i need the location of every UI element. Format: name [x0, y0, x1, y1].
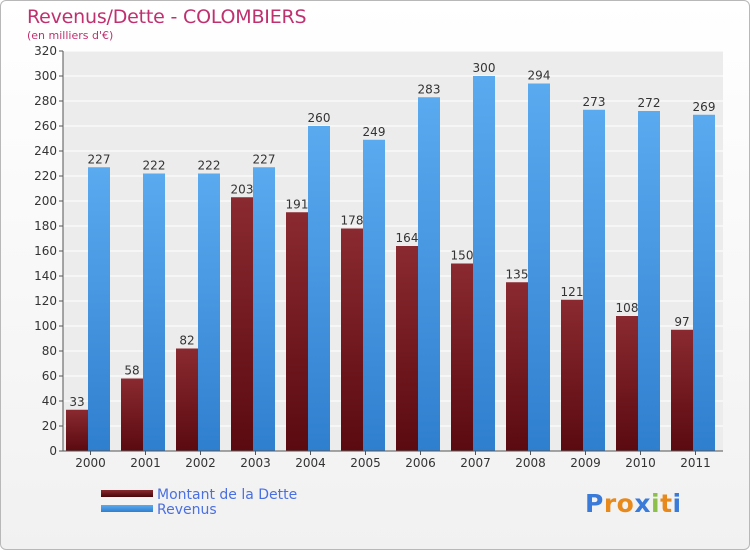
y-tick-label: 20: [42, 419, 57, 433]
bar-dette: [616, 316, 638, 451]
data-label-dette: 135: [506, 267, 529, 281]
data-label-dette: 33: [69, 395, 84, 409]
bar-dette: [176, 348, 198, 451]
data-label-revenus: 227: [253, 152, 276, 166]
bar-revenus: [638, 111, 660, 451]
bar-revenus: [198, 173, 220, 451]
x-tick-label: 2000: [75, 456, 106, 470]
data-label-dette: 108: [616, 301, 639, 315]
x-tick-label: 2001: [130, 456, 161, 470]
y-tick-label: 60: [42, 369, 57, 383]
y-tick-label: 300: [34, 69, 57, 83]
bar-dette: [561, 299, 583, 451]
y-tick-label: 160: [34, 244, 57, 258]
x-tick-label: 2011: [680, 456, 711, 470]
x-tick-label: 2007: [460, 456, 491, 470]
chart-title: Revenus/Dette - COLOMBIERS: [27, 6, 307, 28]
data-label-dette: 82: [179, 334, 194, 348]
bar-revenus: [418, 97, 440, 451]
y-tick-label: 240: [34, 144, 57, 158]
chart-subtitle: (en milliers d'€): [27, 29, 114, 42]
bar-dette: [66, 409, 88, 451]
x-tick-label: 2004: [295, 456, 326, 470]
labels-group: 0 20 40 60 80 100 120 140 160 180 200 220 240 260 280 3…: [34, 44, 715, 470]
bar-revenus: [253, 167, 275, 451]
y-tick-label: 220: [34, 169, 57, 183]
logo-letter: x: [634, 489, 651, 518]
data-label-revenus: 283: [418, 82, 441, 96]
bar-revenus: [308, 126, 330, 451]
y-tick-label: 200: [34, 194, 57, 208]
data-label-dette: 178: [341, 214, 364, 228]
data-label-dette: 191: [286, 197, 309, 211]
data-label-dette: 58: [124, 364, 139, 378]
bar-revenus: [363, 139, 385, 451]
bar-revenus: [473, 76, 495, 451]
data-label-dette: 150: [451, 249, 474, 263]
y-tick-label: 260: [34, 119, 57, 133]
bar-dette: [506, 282, 528, 451]
data-label-revenus: 294: [528, 69, 551, 83]
data-label-revenus: 227: [88, 152, 111, 166]
legend-label-dette: Montant de la Dette: [157, 487, 298, 503]
x-tick-label: 2009: [570, 456, 601, 470]
data-label-dette: 97: [674, 315, 689, 329]
legend-swatch-revenus: [101, 505, 153, 512]
data-label-revenus: 273: [583, 95, 606, 109]
y-tick-label: 0: [49, 444, 57, 458]
bar-dette: [231, 197, 253, 451]
x-tick-label: 2006: [405, 456, 436, 470]
axes-group: [59, 50, 723, 455]
bar-dette: [396, 246, 418, 451]
y-tick-label: 100: [34, 319, 57, 333]
grid-lines: [63, 50, 723, 452]
data-label-dette: 203: [231, 182, 254, 196]
bar-revenus: [143, 173, 165, 451]
bar-dette: [451, 263, 473, 451]
data-label-revenus: 300: [473, 61, 496, 75]
x-tick-label: 2002: [185, 456, 216, 470]
logo-letter: i: [651, 489, 661, 518]
logo-letter: r: [603, 489, 617, 518]
bar-dette: [341, 228, 363, 451]
data-label-dette: 121: [561, 285, 584, 299]
bar-revenus: [88, 167, 110, 451]
data-label-dette: 164: [396, 231, 419, 245]
bars-group: [66, 76, 715, 451]
legend-label-revenus: Revenus: [157, 502, 217, 518]
y-tick-label: 320: [34, 44, 57, 58]
x-tick-label: 2005: [350, 456, 381, 470]
y-tick-label: 180: [34, 219, 57, 233]
x-tick-label: 2008: [515, 456, 546, 470]
logo-letter: o: [616, 489, 635, 518]
x-tick-label: 2010: [625, 456, 656, 470]
data-label-revenus: 269: [693, 100, 716, 114]
logo-letter: t: [660, 489, 673, 518]
legend-swatch-dette: [101, 490, 153, 497]
proxiti-logo: Proxiti: [585, 489, 682, 518]
bar-dette: [286, 212, 308, 451]
bar-revenus: [528, 83, 550, 451]
bar-revenus: [693, 114, 715, 451]
bar-dette: [121, 378, 143, 451]
data-label-revenus: 222: [198, 159, 221, 173]
data-label-revenus: 260: [308, 111, 331, 125]
y-tick-label: 280: [34, 94, 57, 108]
bar-dette: [671, 329, 693, 451]
data-label-revenus: 249: [363, 125, 386, 139]
logo-letter: P: [585, 489, 604, 518]
data-label-revenus: 222: [143, 159, 166, 173]
y-tick-label: 40: [42, 394, 57, 408]
y-tick-label: 120: [34, 294, 57, 308]
x-tick-label: 2003: [240, 456, 271, 470]
logo-letter: i: [672, 489, 682, 518]
bar-revenus: [583, 109, 605, 451]
y-tick-label: 140: [34, 269, 57, 283]
data-label-revenus: 272: [638, 96, 661, 110]
y-tick-label: 80: [42, 344, 57, 358]
